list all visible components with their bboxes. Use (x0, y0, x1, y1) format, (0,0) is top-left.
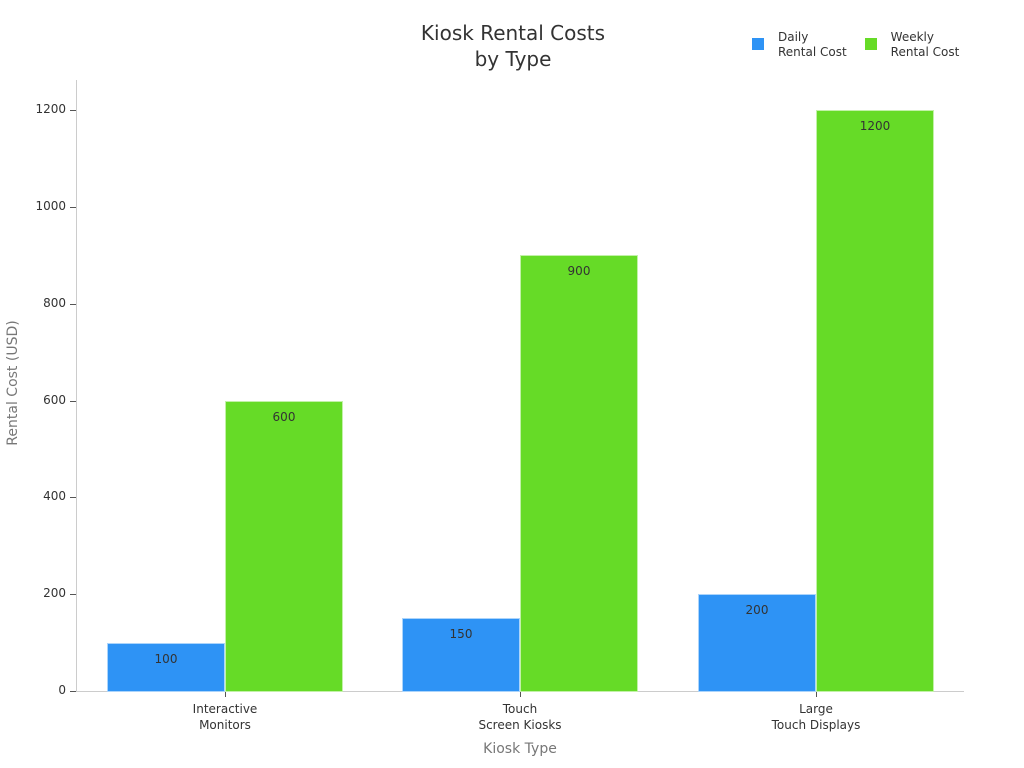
y-tick-label: 600 (43, 393, 66, 407)
y-tick-mark (70, 401, 76, 402)
y-tick-mark (70, 110, 76, 111)
y-tick-label: 0 (58, 683, 66, 697)
bar-value-label: 150 (449, 627, 473, 642)
y-tick-label: 200 (43, 586, 66, 600)
chart-title-line-1: Kiosk Rental Costs (420, 21, 606, 45)
y-tick-mark (70, 594, 76, 595)
x-axis-label: Kiosk Type (483, 741, 557, 757)
legend-swatch-daily (752, 38, 764, 50)
x-tick-label: Large Touch Displays (736, 701, 896, 733)
legend-swatch-weekly (864, 38, 877, 50)
x-tick-label: Touch Screen Kiosks (440, 701, 600, 733)
bar-daily[interactable]: 200 (698, 594, 816, 692)
y-axis-label: Rental Cost (USD) (5, 320, 21, 446)
bar-daily[interactable]: 150 (402, 618, 520, 692)
x-tick-label-line: Large (799, 702, 833, 716)
bar-daily[interactable]: 100 (107, 642, 225, 692)
x-tick-label-line: Touch Displays (771, 718, 861, 732)
y-tick-label: 400 (43, 489, 66, 503)
x-tick-mark (225, 692, 226, 697)
x-tick-label-line: Touch (502, 702, 538, 716)
legend-item-daily[interactable]: Daily Rental Cost (752, 30, 847, 60)
y-tick-mark (70, 691, 76, 692)
x-tick-label-line: Screen Kiosks (478, 718, 562, 732)
bar-value-label: 200 (745, 603, 769, 618)
chart-title: Kiosk Rental Costs by Type (370, 20, 656, 72)
legend-label-weekly-1: Weekly (890, 30, 934, 44)
bar-value-label: 600 (272, 409, 296, 424)
y-tick-label: 1000 (35, 199, 66, 213)
y-axis-line (76, 80, 77, 692)
x-tick-mark (816, 692, 817, 697)
bar-weekly[interactable]: 900 (520, 255, 638, 692)
legend-label-weekly-2: Rental Cost (890, 45, 960, 59)
bar-weekly[interactable]: 1200 (816, 110, 934, 692)
y-tick-mark (70, 304, 76, 305)
x-tick-mark (520, 692, 521, 697)
y-tick-label: 1200 (35, 102, 66, 116)
y-tick-mark (70, 497, 76, 498)
bar-value-label: 1200 (859, 119, 891, 133)
x-tick-label-line: Interactive (192, 702, 258, 716)
legend-label-daily-2: Rental Cost (778, 45, 847, 59)
chart-title-line-2: by Type (474, 47, 552, 71)
bar-value-label: 900 (567, 264, 591, 279)
y-tick-mark (70, 207, 76, 208)
x-tick-label-line: Monitors (199, 718, 251, 732)
legend: Daily Rental Cost Weekly Rental Cost (752, 30, 959, 60)
bar-value-label: 100 (154, 651, 178, 666)
bar-weekly[interactable]: 600 (225, 400, 343, 692)
legend-label-daily-1: Daily (778, 30, 809, 44)
y-tick-label: 800 (43, 296, 66, 310)
legend-item-weekly[interactable]: Weekly Rental Cost (864, 30, 960, 60)
x-tick-label: Interactive Monitors (145, 701, 305, 733)
